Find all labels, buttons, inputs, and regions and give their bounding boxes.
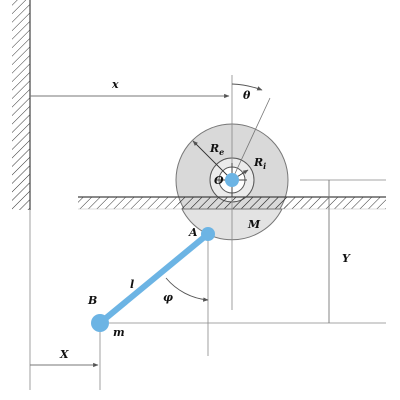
label-l: l <box>130 278 134 291</box>
label-Y: Y <box>342 252 351 265</box>
theta-arc <box>231 83 263 91</box>
hub-center-O <box>225 173 239 187</box>
label-X: X <box>59 348 69 361</box>
pendulum-rod <box>97 231 211 326</box>
label-Ri: Ri <box>253 156 266 171</box>
label-phi: φ <box>163 291 173 304</box>
label-Re: Re <box>209 142 224 157</box>
pivot-A <box>201 227 215 241</box>
ground-mask-under-wheel <box>178 197 288 209</box>
label-x: x <box>111 78 119 91</box>
label-B: B <box>87 294 97 307</box>
label-A: A <box>188 226 198 239</box>
wall-hatch <box>12 0 30 210</box>
label-m: m <box>113 326 125 339</box>
label-O: O <box>214 174 224 187</box>
label-theta: θ <box>243 89 251 102</box>
radius-re-line <box>192 140 233 181</box>
mass-B <box>91 314 109 332</box>
phi-arc <box>165 277 209 302</box>
theta-reference-line <box>231 97 271 181</box>
label-M: M <box>247 218 261 231</box>
